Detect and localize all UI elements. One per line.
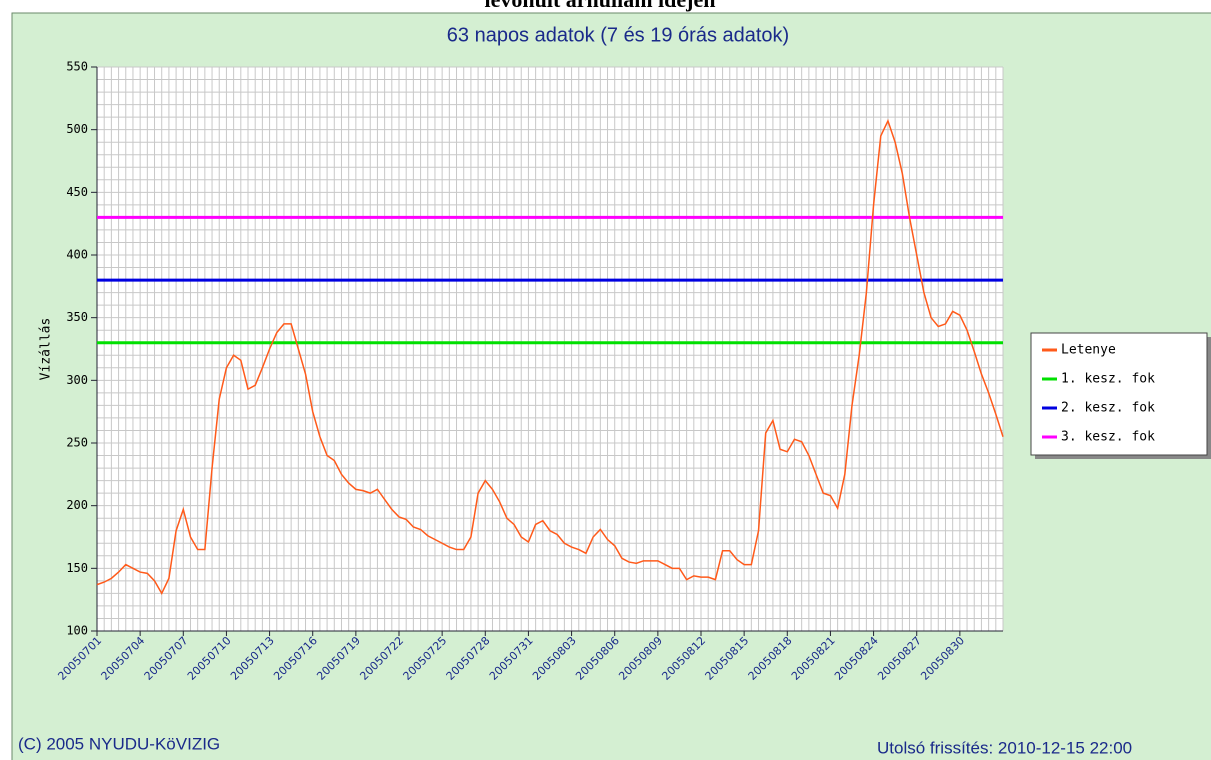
legend-label: 1. kesz. fok	[1061, 372, 1155, 387]
y-tick-label: 100	[66, 624, 88, 638]
y-tick-label: 300	[66, 373, 88, 387]
page-heading: levonult árhullám idején	[484, 0, 715, 12]
legend-label: 3. kesz. fok	[1061, 430, 1155, 445]
legend-label: Letenye	[1061, 343, 1116, 358]
y-tick-label: 500	[66, 122, 88, 136]
y-tick-label: 250	[66, 436, 88, 450]
y-tick-label: 450	[66, 185, 88, 199]
y-axis-label: Vízállás	[39, 318, 54, 381]
y-tick-label: 350	[66, 310, 88, 324]
chart-title: 63 napos adatok (7 és 19 órás adatok)	[447, 24, 789, 46]
legend	[1030, 332, 1208, 456]
updated: Utolsó frissítés: 2010-12-15 22:00	[877, 738, 1132, 757]
y-tick-label: 550	[66, 60, 88, 74]
data-line	[96, 118, 1004, 596]
copyright: (C) 2005 NYUDU-KöVIZIG	[18, 734, 220, 753]
y-tick-label: 200	[66, 498, 88, 512]
legend-label: 2. kesz. fok	[1061, 401, 1155, 416]
y-tick-label: 400	[66, 248, 88, 262]
y-tick-label: 150	[66, 561, 88, 575]
